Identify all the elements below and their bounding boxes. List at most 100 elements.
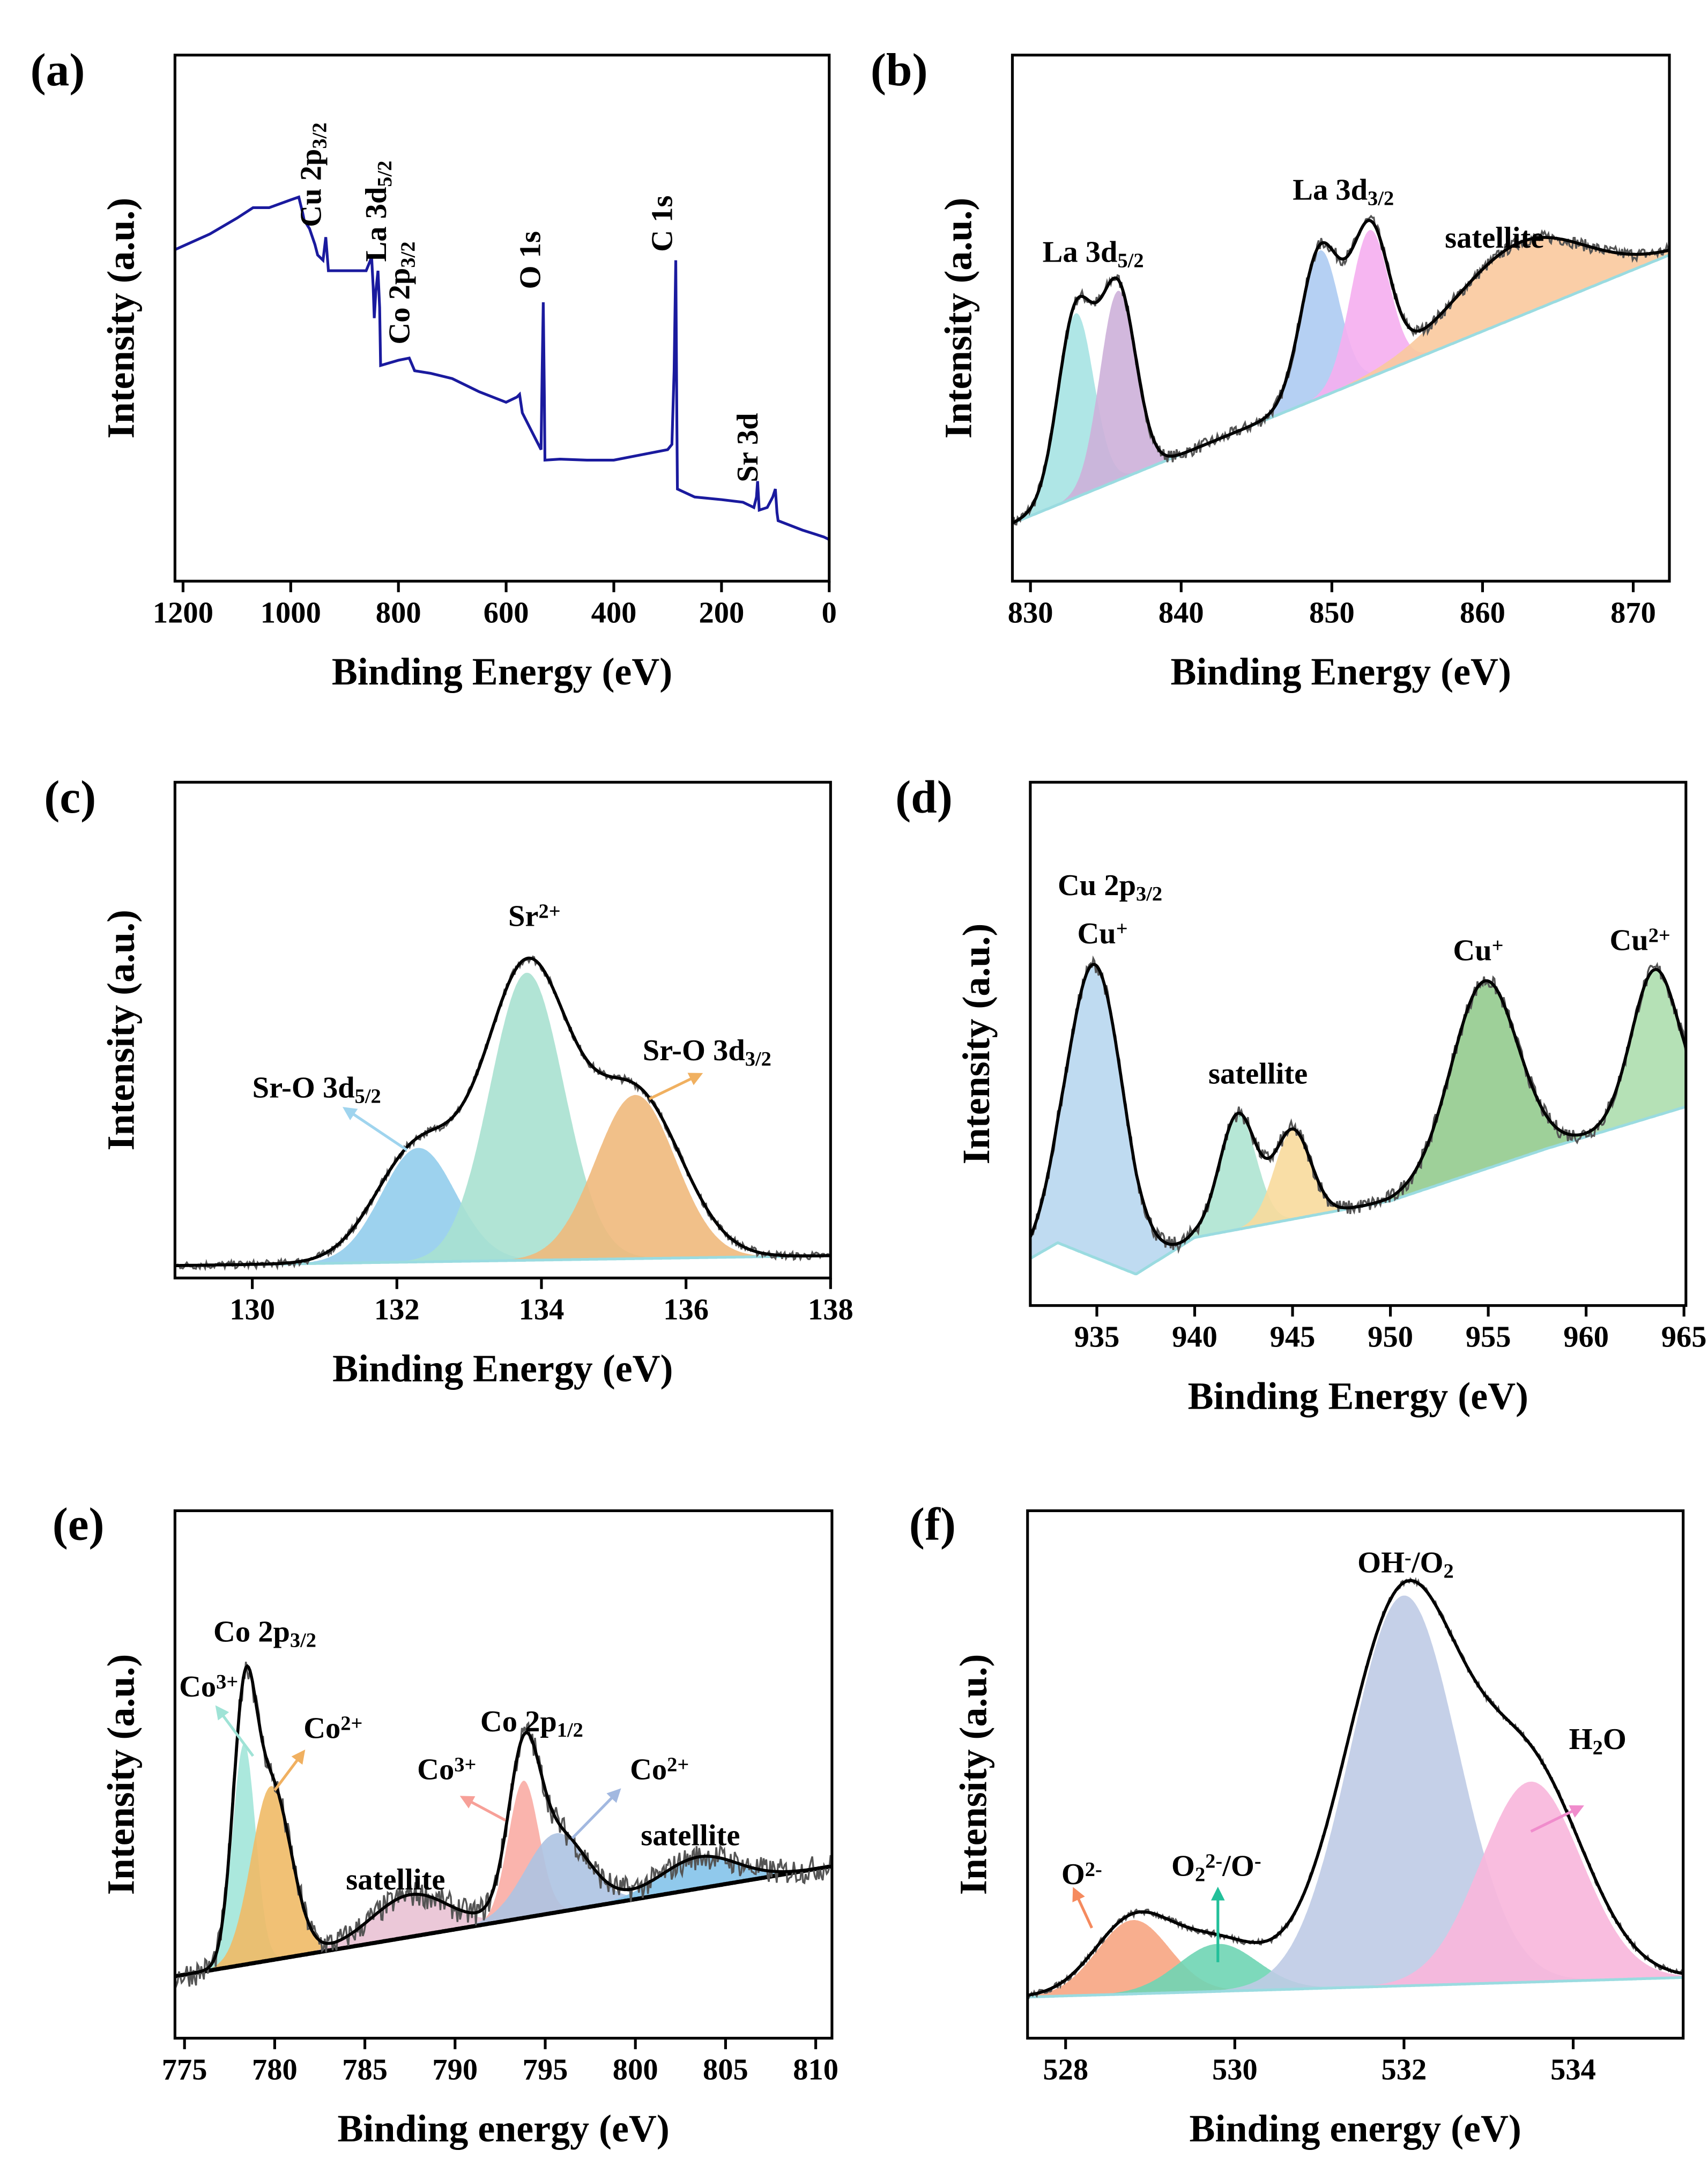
label-part: -	[1405, 1546, 1412, 1569]
plot-area	[175, 955, 831, 1271]
label-part: O 1s	[514, 231, 547, 289]
panel-label: (b)	[871, 43, 928, 95]
label-part: Cu 2p	[1058, 869, 1136, 902]
x-tick-label: 790	[432, 2053, 478, 2087]
y-axis-title: Intensity (a.u.)	[955, 924, 998, 1165]
label-part: La 3d	[1293, 174, 1368, 207]
panel-label: (a)	[31, 43, 85, 95]
label-part: 2+	[667, 1753, 689, 1776]
peak-annotation: Co3+	[417, 1753, 476, 1786]
panel-label: (f)	[909, 1498, 956, 1550]
peak-annotation: O 1s	[514, 231, 547, 289]
label-part: O	[1061, 1858, 1085, 1891]
plot-area	[175, 1662, 832, 1989]
peak-annotation: Sr 3d	[731, 413, 764, 482]
peak-annotation: Co 2p1/2	[480, 1705, 583, 1742]
label-part: 3/2	[1136, 883, 1162, 905]
annotation-arrow	[459, 1796, 507, 1822]
annotation-arrow	[1072, 1887, 1093, 1929]
x-tick-label: 1200	[153, 596, 213, 629]
panel-label: (d)	[895, 771, 953, 823]
label-part: Co 2p	[383, 268, 416, 345]
envelope-fit-line	[1027, 1579, 1683, 1997]
x-tick-label: 532	[1382, 2053, 1427, 2087]
x-tick-label: 528	[1043, 2053, 1088, 2087]
peak-annotation: Sr-O 3d5/2	[253, 1071, 381, 1108]
peak-annotation: Cu+	[1077, 917, 1127, 950]
y-axis-title: Intensity (a.u.)	[952, 1654, 995, 1895]
fitted-peak-4	[175, 1781, 832, 1976]
label-part: 3/2	[397, 242, 419, 268]
label-part: O	[1603, 1723, 1627, 1756]
label-part: 2-	[1205, 1850, 1222, 1872]
x-tick-label: 780	[252, 2053, 298, 2087]
x-tick-label: 965	[1661, 1321, 1707, 1354]
label-part: O	[1171, 1849, 1195, 1882]
x-tick-label: 200	[699, 596, 744, 629]
x-tick-label: 530	[1212, 2053, 1258, 2087]
x-tick-label: 785	[342, 2053, 388, 2087]
panel-c: 130 132 134 136 138 Binding Energy (eV) Intens…	[44, 771, 853, 1390]
x-tick-label: 940	[1172, 1321, 1217, 1354]
plot-area	[1027, 1577, 1683, 2000]
label-part: Cu 2p	[295, 149, 328, 227]
peak-annotation: Cu+	[1453, 934, 1503, 967]
survey-spectrum-line	[175, 195, 829, 541]
peak-annotation: O2-	[1061, 1858, 1102, 1891]
plot-area	[175, 195, 829, 541]
x-tick-label: 870	[1610, 596, 1656, 629]
label-part: satellite	[641, 1819, 740, 1852]
peak-annotation: Co2+	[630, 1753, 689, 1786]
envelope-fit-line	[1030, 963, 1686, 1246]
fitted-peak-3	[1027, 1595, 1683, 1997]
x-axis-title: Binding Energy (eV)	[1188, 1374, 1528, 1417]
x-tick-label: 132	[374, 1293, 420, 1326]
panel-b: 830 840 850 860 870 Binding Energy (eV) Intens…	[871, 43, 1671, 693]
peak-annotation: Co3+	[179, 1670, 238, 1703]
label-part: /O	[1411, 1546, 1444, 1580]
label-part: C 1s	[645, 196, 679, 252]
fitted-peak-5	[175, 1833, 832, 1976]
label-part: 2-	[1085, 1858, 1102, 1881]
label-part: Co	[417, 1753, 454, 1786]
plot-frame	[1026, 1509, 1685, 2040]
annotation-arrow	[648, 1073, 703, 1100]
peak-annotation: La 3d5/2	[360, 161, 396, 262]
x-tick-label: 800	[376, 596, 421, 629]
label-part: Sr 3d	[731, 413, 764, 482]
peak-annotation: Co 2p3/2	[383, 242, 419, 345]
x-tick-label: 860	[1460, 596, 1505, 629]
label-part: Co	[630, 1753, 667, 1786]
background-line	[1012, 254, 1669, 525]
x-tick-label: 775	[162, 2053, 207, 2087]
annotation-arrow	[571, 1788, 621, 1840]
x-tick-label: 945	[1270, 1321, 1316, 1354]
peak-annotation: Cu 2p3/2	[1058, 869, 1162, 905]
x-tick-label: 534	[1550, 2053, 1596, 2087]
label-part: 2+	[1648, 925, 1670, 947]
fitted-peak-3	[175, 1095, 831, 1266]
label-part: +	[1492, 934, 1504, 957]
panel-f: 528 530 532 534 Binding energy (eV) Intensity…	[909, 1498, 1685, 2150]
plot-frame	[1029, 780, 1688, 1307]
label-part: Cu	[1453, 934, 1491, 967]
plot-frame	[173, 54, 831, 583]
label-part: /O	[1222, 1849, 1254, 1882]
annotation-arrow	[1530, 1805, 1584, 1833]
label-part: 2	[1444, 1560, 1454, 1582]
peak-annotation: OH-/O2	[1357, 1546, 1454, 1583]
annotation-arrow	[342, 1107, 408, 1151]
panel-d: 935 940 945 950 955 960 965 Binding Energy (eV)…	[895, 771, 1706, 1417]
panel-label: (e)	[53, 1498, 105, 1550]
label-part: 2+	[340, 1712, 362, 1735]
panel-a: 1200 1000 800 600 400 200 0 Binding Energy (eV)…	[31, 43, 837, 693]
fitted-peak-2	[175, 972, 831, 1266]
background-line	[175, 1864, 832, 1978]
annotation-arrow	[215, 1705, 255, 1757]
peak-annotation: H2O	[1569, 1723, 1627, 1759]
label-part: 1/2	[557, 1718, 583, 1741]
plot-frame	[173, 1509, 834, 2040]
x-tick-label: 134	[519, 1293, 565, 1326]
label-part: Co	[179, 1670, 216, 1703]
